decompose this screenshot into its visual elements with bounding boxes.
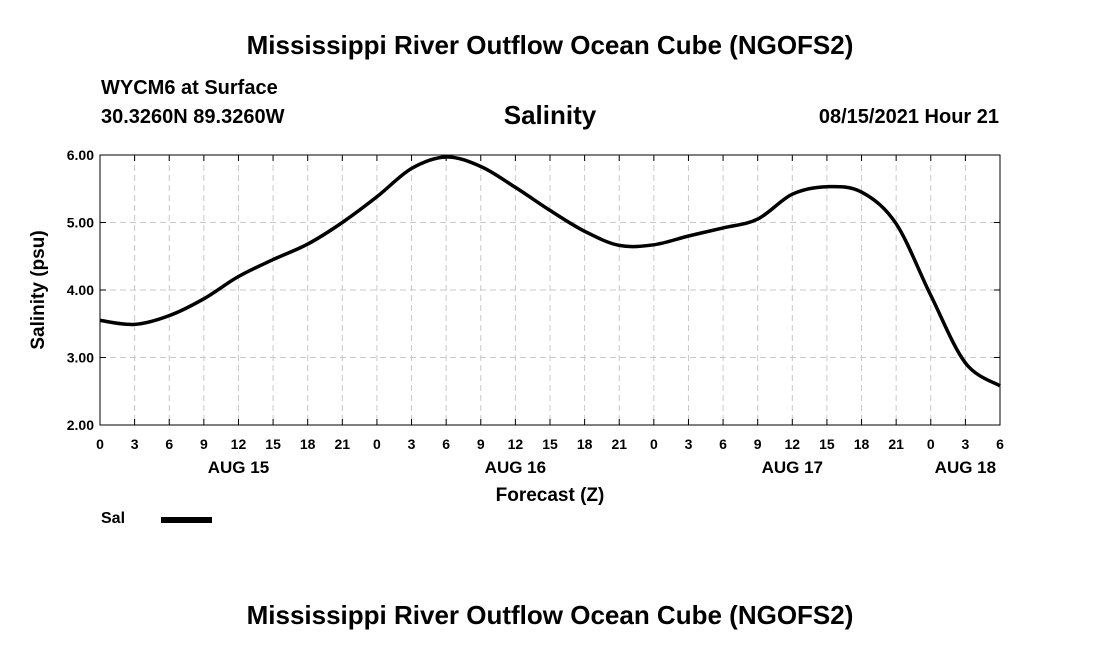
x-tick-label: 12 bbox=[231, 436, 247, 452]
x-tick-label: 6 bbox=[442, 436, 450, 452]
x-tick-label: 9 bbox=[200, 436, 208, 452]
x-axis-label: Forecast (Z) bbox=[496, 485, 605, 506]
y-tick-label: 2.00 bbox=[67, 417, 94, 433]
x-tick-label: 15 bbox=[265, 436, 281, 452]
x-tick-label: 21 bbox=[888, 436, 904, 452]
y-axis-label: Salinity (psu) bbox=[28, 230, 49, 349]
x-tick-label: 0 bbox=[373, 436, 381, 452]
y-tick-label: 3.00 bbox=[67, 350, 94, 366]
y-tick-label: 4.00 bbox=[67, 282, 94, 298]
x-tick-label: 3 bbox=[961, 436, 969, 452]
series-line-sal bbox=[99, 155, 1001, 388]
x-tick-label: 0 bbox=[96, 436, 104, 452]
x-tick-label: 18 bbox=[300, 436, 316, 452]
date-label: AUG 16 bbox=[485, 458, 546, 477]
y-tick-label: 6.00 bbox=[67, 147, 94, 163]
x-tick-label: 9 bbox=[754, 436, 762, 452]
x-tick-label: 18 bbox=[854, 436, 870, 452]
legend-label: Sal bbox=[101, 510, 126, 527]
x-tick-label: 21 bbox=[335, 436, 351, 452]
date-label: AUG 15 bbox=[208, 458, 269, 477]
chart-title-bottom: Mississippi River Outflow Ocean Cube (NG… bbox=[246, 600, 854, 630]
station-label: WYCM6 at Surface bbox=[101, 77, 278, 99]
x-tick-label: 18 bbox=[577, 436, 593, 452]
x-tick-label: 3 bbox=[408, 436, 416, 452]
x-tick-label: 21 bbox=[611, 436, 627, 452]
x-tick-label: 0 bbox=[650, 436, 658, 452]
x-tick-label: 15 bbox=[542, 436, 558, 452]
parameter-title: Salinity bbox=[503, 100, 597, 130]
date-label: AUG 18 bbox=[935, 458, 996, 477]
x-tick-label: 0 bbox=[927, 436, 935, 452]
x-tick-label: 6 bbox=[719, 436, 727, 452]
x-tick-label: 12 bbox=[508, 436, 524, 452]
forecast-datetime: 08/15/2021 Hour 21 bbox=[818, 106, 999, 128]
y-tick-label: 5.00 bbox=[67, 215, 94, 231]
x-tick-label: 6 bbox=[996, 436, 1004, 452]
date-label: AUG 17 bbox=[762, 458, 823, 477]
x-tick-label: 3 bbox=[131, 436, 139, 452]
station-coordinates: 30.3260N 89.3260W bbox=[101, 106, 285, 128]
x-tick-label: 6 bbox=[165, 436, 173, 452]
x-tick-label: 15 bbox=[819, 436, 835, 452]
x-tick-label: 3 bbox=[685, 436, 693, 452]
x-tick-label: 9 bbox=[477, 436, 485, 452]
chart-title-top: Mississippi River Outflow Ocean Cube (NG… bbox=[246, 30, 854, 60]
x-tick-label: 12 bbox=[785, 436, 801, 452]
legend-line-swatch bbox=[161, 517, 212, 523]
